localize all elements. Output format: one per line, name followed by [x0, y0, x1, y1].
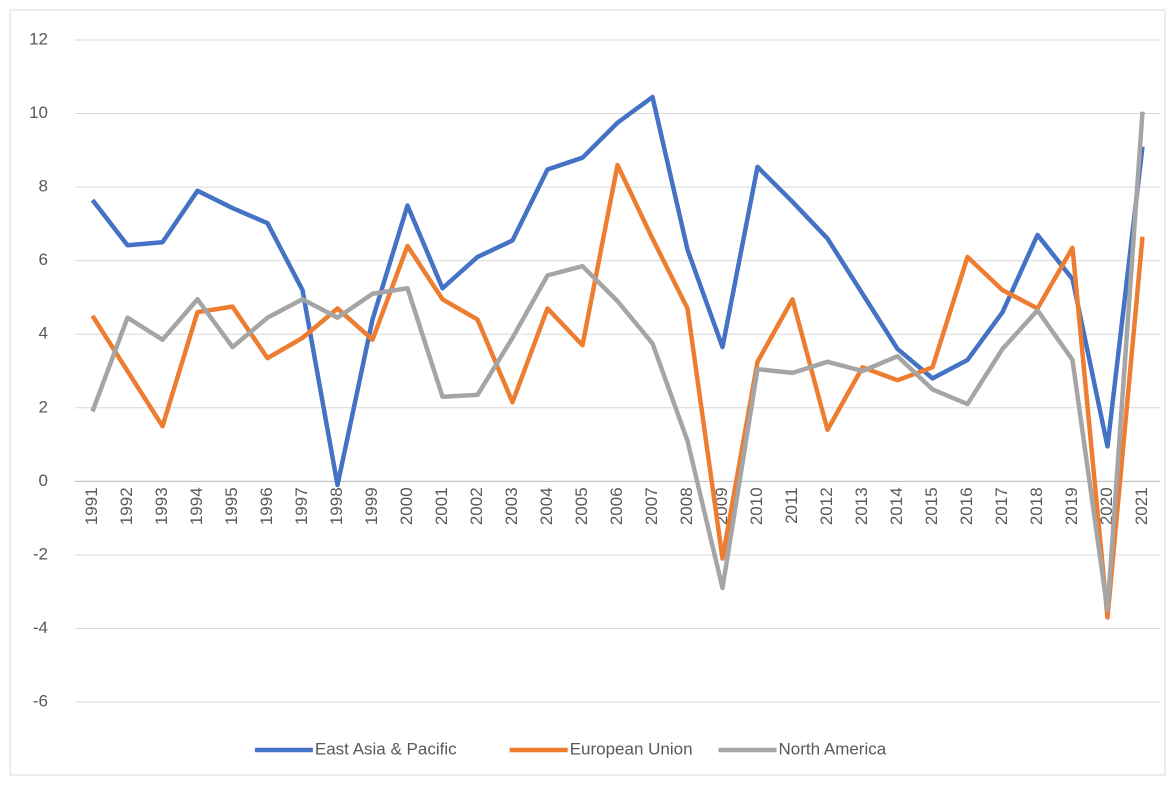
chart-border [9, 9, 1166, 776]
x-tick-label: 2010 [747, 487, 766, 525]
x-tick-label: 2016 [957, 487, 976, 525]
y-tick-label: 0 [39, 471, 48, 490]
x-tick-label: 2004 [537, 487, 556, 525]
series-line [90, 111, 1145, 613]
y-tick-label: -6 [33, 691, 48, 710]
x-tick-label: 2005 [572, 487, 591, 525]
x-tick-label: 2014 [887, 487, 906, 525]
legend-label: European Union [570, 739, 693, 758]
y-tick-label: 8 [39, 177, 48, 196]
x-tick-label: 1997 [292, 487, 311, 525]
x-tick-label: 2013 [852, 487, 871, 525]
y-tick-label: 4 [39, 324, 48, 343]
x-tick-label: 1992 [117, 487, 136, 525]
y-tick-label: -2 [33, 544, 48, 563]
x-tick-label: 1996 [257, 487, 276, 525]
x-tick-label: 2002 [467, 487, 486, 525]
x-tick-label: 2012 [817, 487, 836, 525]
x-tick-label: 2015 [922, 487, 941, 525]
y-tick-label: 12 [29, 29, 48, 48]
x-tick-label: 2021 [1132, 487, 1151, 525]
y-tick-label: 6 [39, 250, 48, 269]
y-tick-label: -4 [33, 618, 48, 637]
x-tick-label: 1995 [222, 487, 241, 525]
x-tick-label: 1994 [187, 487, 206, 525]
x-tick-label: 2020 [1097, 487, 1116, 525]
x-tick-label: 1998 [327, 487, 346, 525]
series-line [90, 162, 1145, 620]
x-tick-label: 2001 [432, 487, 451, 525]
x-tick-label: 2007 [642, 487, 661, 525]
x-tick-label: 2019 [1062, 487, 1081, 525]
legend-label: North America [779, 739, 887, 758]
x-tick-label: 2008 [677, 487, 696, 525]
x-tick-label: 2011 [782, 487, 801, 524]
x-tick-label: 2000 [397, 487, 416, 525]
series-line [90, 94, 1145, 488]
x-tick-label: 1999 [362, 487, 381, 525]
x-tick-label: 2006 [607, 487, 626, 525]
x-tick-label: 2018 [1027, 487, 1046, 525]
y-tick-label: 10 [29, 103, 48, 122]
legend-label: East Asia & Pacific [315, 739, 457, 758]
y-tick-label: 2 [39, 397, 48, 416]
x-tick-label: 2003 [502, 487, 521, 525]
x-tick-label: 1991 [82, 487, 101, 525]
x-tick-label: 1993 [152, 487, 171, 525]
x-tick-label: 2017 [992, 487, 1011, 525]
